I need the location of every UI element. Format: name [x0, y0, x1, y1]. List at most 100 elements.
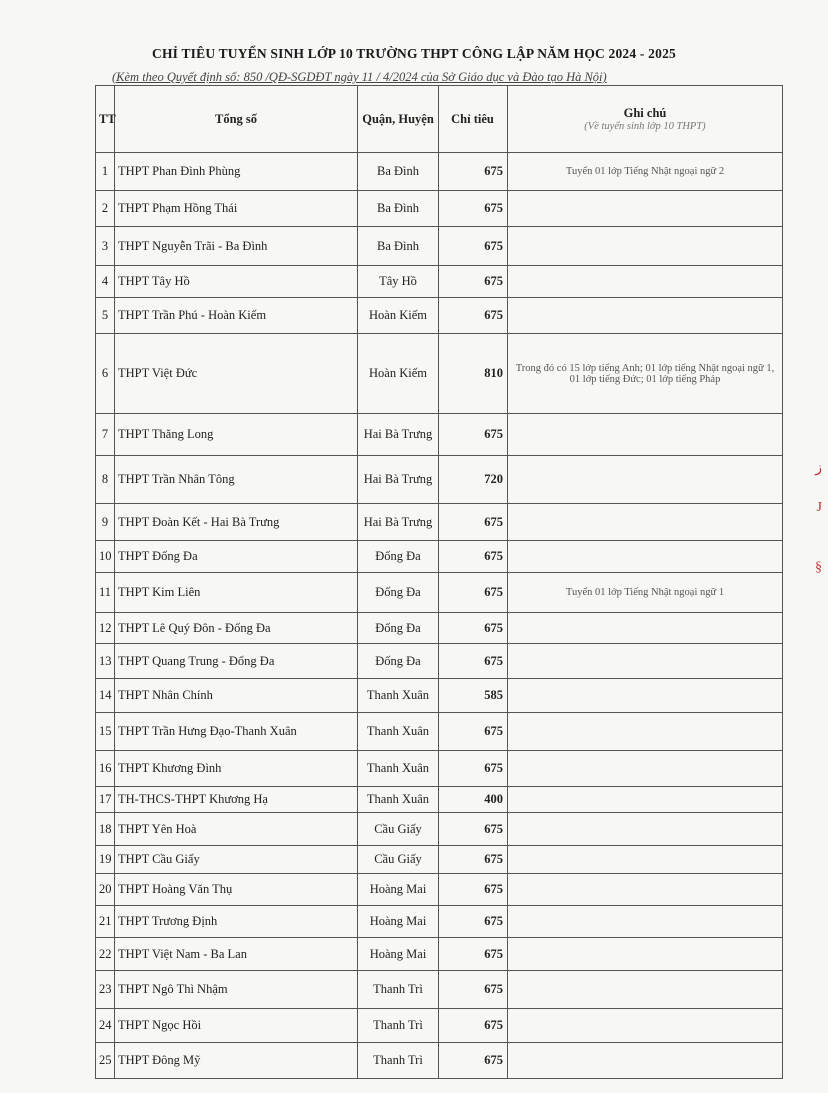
row-note — [507, 612, 783, 644]
table-row: 7 THPT Thăng Long Hai Bà Trưng 675 — [95, 413, 783, 456]
row-tt: 10 — [95, 540, 115, 573]
row-school-name: THPT Khương Đình — [114, 750, 358, 787]
row-quota: 675 — [438, 540, 508, 573]
row-quota: 675 — [438, 812, 508, 846]
row-school-name: THPT Nhân Chính — [114, 678, 358, 713]
row-quota: 675 — [438, 1008, 508, 1043]
header-quota: Chỉ tiêu — [438, 85, 508, 153]
row-district: Ba Đình — [357, 152, 439, 191]
row-note — [507, 812, 783, 846]
row-quota: 675 — [438, 712, 508, 751]
row-school-name: THPT Trần Nhân Tông — [114, 455, 358, 504]
row-note — [507, 970, 783, 1009]
table-row: 23 THPT Ngô Thì Nhậm Thanh Trì 675 — [95, 970, 783, 1009]
row-school-name: THPT Nguyễn Trãi - Ba Đình — [114, 226, 358, 266]
row-school-name: THPT Trần Hưng Đạo-Thanh Xuân — [114, 712, 358, 751]
row-school-name: THPT Việt Nam - Ba Lan — [114, 937, 358, 971]
row-school-name: THPT Quang Trung - Đống Đa — [114, 643, 358, 679]
row-note — [507, 905, 783, 938]
header-district: Quận, Huyện — [357, 85, 439, 153]
table-row: 21 THPT Trương Định Hoàng Mai 675 — [95, 905, 783, 938]
row-note — [507, 413, 783, 456]
row-district: Hoàng Mai — [357, 873, 439, 906]
row-district: Tây Hồ — [357, 265, 439, 298]
row-tt: 6 — [95, 333, 115, 414]
row-note — [507, 226, 783, 266]
row-district: Thanh Xuân — [357, 750, 439, 787]
row-tt: 5 — [95, 297, 115, 334]
row-district: Thanh Xuân — [357, 712, 439, 751]
row-quota: 675 — [438, 190, 508, 227]
row-note — [507, 190, 783, 227]
table-row: 5 THPT Trần Phú - Hoàn Kiếm Hoàn Kiếm 675 — [95, 297, 783, 334]
row-school-name: TH-THCS-THPT Khương Hạ — [114, 786, 358, 813]
row-district: Hai Bà Trưng — [357, 455, 439, 504]
row-district: Đống Đa — [357, 540, 439, 573]
row-district: Thanh Xuân — [357, 678, 439, 713]
row-tt: 17 — [95, 786, 115, 813]
table-header-row: TT Tổng số Quận, Huyện Chỉ tiêu Ghi chú … — [95, 85, 783, 153]
row-quota: 720 — [438, 455, 508, 504]
row-quota: 675 — [438, 970, 508, 1009]
table-row: 9 THPT Đoàn Kết - Hai Bà Trưng Hai Bà Trưn… — [95, 503, 783, 541]
row-district: Hoàn Kiếm — [357, 297, 439, 334]
row-note — [507, 503, 783, 541]
row-tt: 13 — [95, 643, 115, 679]
row-school-name: THPT Kim Liên — [114, 572, 358, 613]
row-district: Cầu Giấy — [357, 845, 439, 874]
row-school-name: THPT Hoàng Văn Thụ — [114, 873, 358, 906]
table-row: 17 TH-THCS-THPT Khương Hạ Thanh Xuân 400 — [95, 786, 783, 813]
row-tt: 24 — [95, 1008, 115, 1043]
row-district: Hoàng Mai — [357, 937, 439, 971]
row-quota: 675 — [438, 265, 508, 298]
row-note: Trong đó có 15 lớp tiếng Anh; 01 lớp tiế… — [507, 333, 783, 414]
row-quota: 675 — [438, 750, 508, 787]
row-tt: 9 — [95, 503, 115, 541]
row-tt: 16 — [95, 750, 115, 787]
row-quota: 675 — [438, 503, 508, 541]
row-note — [507, 937, 783, 971]
table-row: 1 THPT Phan Đình Phùng Ba Đình 675 Tuyển 01 … — [95, 152, 783, 191]
table-row: 20 THPT Hoàng Văn Thụ Hoàng Mai 675 — [95, 873, 783, 906]
row-district: Hai Bà Trưng — [357, 503, 439, 541]
row-quota: 675 — [438, 572, 508, 613]
document-title: CHỈ TIÊU TUYỂN SINH LỚP 10 TRƯỜNG THPT C… — [152, 46, 676, 61]
row-quota: 675 — [438, 152, 508, 191]
row-school-name: THPT Đông Mỹ — [114, 1042, 358, 1079]
table-row: 2 THPT Phạm Hồng Thái Ba Đình 675 — [95, 190, 783, 227]
row-school-name: THPT Yên Hoà — [114, 812, 358, 846]
row-tt: 20 — [95, 873, 115, 906]
row-note — [507, 845, 783, 874]
row-tt: 23 — [95, 970, 115, 1009]
row-district: Ba Đình — [357, 190, 439, 227]
header-note: Ghi chú (Về tuyển sinh lớp 10 THPT) — [507, 85, 783, 153]
table-row: 3 THPT Nguyễn Trãi - Ba Đình Ba Đình 675 — [95, 226, 783, 266]
row-district: Hoàn Kiếm — [357, 333, 439, 414]
row-district: Thanh Xuân — [357, 786, 439, 813]
row-school-name: THPT Việt Đức — [114, 333, 358, 414]
header-note-subtitle: (Về tuyển sinh lớp 10 THPT) — [584, 121, 706, 132]
table-row: 4 THPT Tây Hồ Tây Hồ 675 — [95, 265, 783, 298]
row-tt: 18 — [95, 812, 115, 846]
row-tt: 3 — [95, 226, 115, 266]
table-row: 6 THPT Việt Đức Hoàn Kiếm 810 Trong đó có 15… — [95, 333, 783, 414]
row-school-name: THPT Trần Phú - Hoàn Kiếm — [114, 297, 358, 334]
row-school-name: THPT Tây Hồ — [114, 265, 358, 298]
row-quota: 675 — [438, 643, 508, 679]
row-school-name: THPT Phạm Hồng Thái — [114, 190, 358, 227]
row-tt: 12 — [95, 612, 115, 644]
row-district: Đống Đa — [357, 572, 439, 613]
row-school-name: THPT Cầu Giấy — [114, 845, 358, 874]
row-school-name: THPT Ngô Thì Nhậm — [114, 970, 358, 1009]
row-note — [507, 1008, 783, 1043]
table-row: 22 THPT Việt Nam - Ba Lan Hoàng Mai 675 — [95, 937, 783, 971]
row-note — [507, 750, 783, 787]
row-tt: 22 — [95, 937, 115, 971]
row-note: Tuyển 01 lớp Tiếng Nhật ngoại ngữ 1 — [507, 572, 783, 613]
row-district: Thanh Trì — [357, 1008, 439, 1043]
row-note — [507, 678, 783, 713]
table-row: 19 THPT Cầu Giấy Cầu Giấy 675 — [95, 845, 783, 874]
row-tt: 4 — [95, 265, 115, 298]
row-district: Ba Đình — [357, 226, 439, 266]
row-district: Đống Đa — [357, 612, 439, 644]
